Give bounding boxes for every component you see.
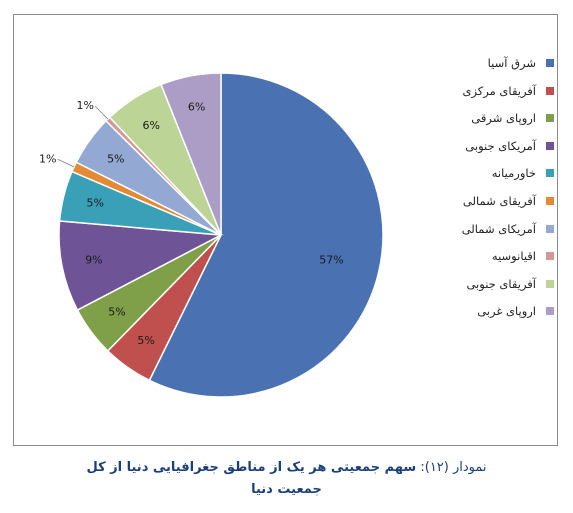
legend-label-2: اروپای شرقی xyxy=(471,111,536,126)
pie-chart: 57% 5% 5% 9% 5% 1% 5% 1% 6% 6% xyxy=(39,72,384,398)
data-label-5: 1% xyxy=(39,152,56,165)
legend-item-7: اقیانوسیه xyxy=(434,248,554,276)
leader-line-5 xyxy=(57,158,75,168)
pie-slice-0 xyxy=(148,72,384,398)
legend-label-9: اروپای غربی xyxy=(477,304,536,319)
legend-swatch-0 xyxy=(546,59,554,67)
legend: شرق آسیا آفریقای مرکزی اروپای شرقی آمریکای … xyxy=(434,55,554,331)
legend-label-4: خاورمیانه xyxy=(491,166,536,181)
legend-item-6: آمریکای شمالی xyxy=(434,221,554,249)
legend-swatch-2 xyxy=(546,114,554,123)
legend-swatch-7 xyxy=(546,252,554,261)
legend-swatch-3 xyxy=(546,141,554,150)
data-label-7: 1% xyxy=(77,99,94,112)
legend-item-5: آفریقای شمالی xyxy=(434,193,554,221)
data-label-6: 5% xyxy=(107,152,124,165)
legend-label-7: اقیانوسیه xyxy=(491,249,536,264)
legend-swatch-8 xyxy=(546,279,554,288)
data-label-4: 5% xyxy=(87,197,104,210)
legend-label-8: آفریقای جنوبی xyxy=(466,276,536,291)
leader-line-7 xyxy=(94,105,109,120)
caption-prefix: نمودار (۱۲): xyxy=(420,460,487,475)
legend-label-6: آمریکای شمالی xyxy=(461,221,536,236)
data-label-0: 57% xyxy=(319,254,343,267)
legend-label-0: شرق آسیا xyxy=(487,56,536,70)
legend-item-2: اروپای شرقی xyxy=(434,110,554,138)
legend-label-5: آفریقای شمالی xyxy=(462,193,536,208)
legend-item-0: شرق آسیا xyxy=(434,55,554,83)
data-label-2: 5% xyxy=(108,305,125,318)
pie-slice-9 xyxy=(160,72,222,236)
legend-item-9: اروپای غربی xyxy=(434,303,554,331)
caption-title-line2: جمعیت دنیا xyxy=(251,482,322,497)
legend-label-3: آمریکای جنوبی xyxy=(465,138,536,153)
chart-caption: نمودار (۱۲): سهم جمعیتی هر یک از مناطق ج… xyxy=(0,457,573,501)
legend-swatch-4 xyxy=(546,169,554,178)
data-label-8: 6% xyxy=(143,119,160,132)
chart-frame: 57% 5% 5% 9% 5% 1% 5% 1% 6% 6% شرق آسیا آفریقای مر… xyxy=(13,14,558,446)
legend-swatch-6 xyxy=(546,224,554,233)
caption-title-line1: سهم جمعیتی هر یک از مناطق جغرافیایی دنیا… xyxy=(86,460,417,475)
legend-swatch-9 xyxy=(546,307,554,316)
legend-swatch-5 xyxy=(546,196,554,205)
data-label-3: 9% xyxy=(85,253,102,266)
legend-item-4: خاورمیانه xyxy=(434,165,554,193)
data-label-1: 5% xyxy=(137,334,154,347)
legend-label-1: آفریقای مرکزی xyxy=(462,83,536,98)
data-label-9: 6% xyxy=(188,101,205,114)
legend-item-8: آفریقای جنوبی xyxy=(434,276,554,304)
legend-swatch-1 xyxy=(546,86,554,95)
legend-item-3: آمریکای جنوبی xyxy=(434,138,554,166)
legend-item-1: آفریقای مرکزی xyxy=(434,83,554,111)
pie-slice-3 xyxy=(58,220,224,312)
